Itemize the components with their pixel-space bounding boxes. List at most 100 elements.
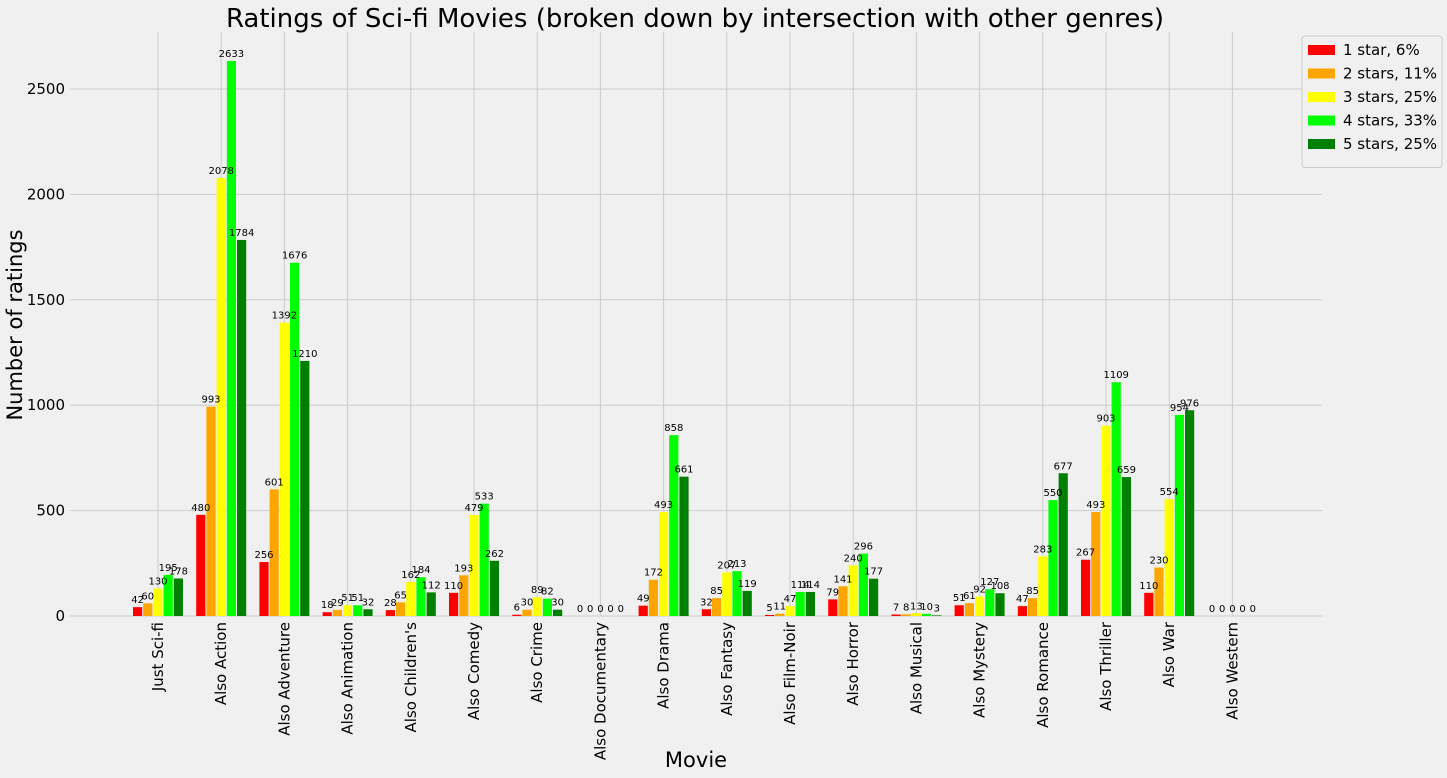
x-tick-label: Also Western: [1223, 622, 1241, 720]
bar-value-label: 42: [131, 595, 144, 606]
bar-value-label: 47: [1016, 594, 1029, 605]
bar: [469, 515, 479, 616]
bar-layer: [133, 60, 1195, 617]
bar: [1017, 606, 1027, 616]
bar-value-label: 993: [201, 395, 220, 406]
bar: [196, 514, 206, 616]
bar-value-label: 51: [341, 593, 354, 604]
bar-value-label: 7: [893, 603, 899, 614]
bar-value-label: 262: [485, 549, 504, 560]
bar-value-label: 30: [521, 598, 534, 609]
x-tick-label: Also Fantasy: [718, 622, 736, 716]
bar-value-label: 178: [169, 566, 188, 577]
bar: [216, 177, 226, 617]
bar-value-label: 661: [674, 465, 693, 476]
bar: [237, 239, 247, 616]
bar: [343, 605, 353, 616]
legend-entry-label: 5 stars, 25%: [1343, 135, 1437, 153]
bar: [459, 575, 469, 616]
bar: [1058, 473, 1068, 616]
bar: [512, 614, 522, 616]
bar: [712, 598, 722, 616]
bar: [975, 596, 985, 616]
bar: [279, 322, 289, 616]
x-tick-label: Also Documentary: [591, 622, 609, 760]
bar-value-label: 0: [1250, 604, 1256, 615]
bar-value-label: 213: [727, 559, 746, 570]
bar-value-label: 79: [826, 587, 839, 598]
bar: [869, 578, 879, 616]
bar: [795, 591, 805, 616]
bar: [1101, 425, 1111, 616]
bar-value-label: 51: [351, 593, 364, 604]
bar-value-label: 13: [910, 601, 923, 612]
bar: [1091, 512, 1101, 616]
y-tick-label: 2500: [27, 80, 65, 98]
bar-value-label: 127: [980, 577, 999, 588]
bar-value-label: 108: [990, 581, 1009, 592]
legend-swatch: [1308, 115, 1335, 126]
bar: [1048, 500, 1058, 616]
bar: [964, 603, 974, 616]
bar-value-label: 32: [362, 597, 375, 608]
bar: [416, 577, 426, 616]
bar: [1111, 382, 1121, 616]
legend-frame: [1301, 35, 1443, 168]
bar: [669, 435, 679, 616]
bar: [901, 614, 911, 616]
bar: [922, 613, 932, 616]
bar-value-label: 550: [1043, 488, 1062, 499]
x-tick-label: Also Thriller: [1097, 621, 1115, 711]
bar: [1154, 567, 1164, 616]
bar: [153, 588, 163, 616]
bar-value-label: 193: [454, 563, 473, 574]
bar-value-label: 82: [541, 587, 554, 598]
bar-value-label: 18: [321, 600, 334, 611]
bar: [775, 613, 785, 616]
bar-value-label: 10: [920, 602, 933, 613]
bar: [1038, 556, 1048, 616]
bar-value-label: 0: [618, 604, 624, 615]
bar: [396, 602, 406, 616]
legend-entry-label: 1 star, 6%: [1343, 41, 1420, 59]
y-tick-label: 2000: [27, 185, 65, 203]
x-tick-label: Also Drama: [655, 622, 673, 709]
bar: [742, 590, 752, 616]
y-axis-label: Number of ratings: [3, 229, 27, 420]
bar-value-label: 6: [514, 603, 520, 614]
y-tick-label: 1000: [27, 396, 65, 414]
x-tick-label: Also Children's: [402, 622, 420, 733]
bar-value-label: 119: [738, 579, 757, 590]
bar: [995, 593, 1005, 616]
bar: [479, 503, 489, 616]
bar: [553, 609, 563, 616]
bar-value-label: 2078: [208, 166, 233, 177]
bar: [848, 565, 858, 616]
x-tick-label: Also Adventure: [275, 622, 293, 736]
bar-value-label: 141: [833, 574, 852, 585]
x-tick-label: Also Crime: [528, 622, 546, 703]
x-tick-label: Also Romance: [1034, 622, 1052, 728]
bar-value-label: 177: [864, 567, 883, 578]
bar-value-label: 130: [148, 577, 167, 588]
bar-value-label: 283: [1033, 544, 1052, 555]
bar-value-label: 32: [700, 597, 713, 608]
bar-value-label: 114: [791, 580, 810, 591]
bar-value-label: 162: [401, 570, 420, 581]
bar: [259, 562, 269, 616]
bar: [679, 476, 689, 616]
bar-value-label: 5: [766, 603, 772, 614]
bar-value-label: 240: [844, 553, 863, 564]
bar-value-label: 903: [1096, 414, 1115, 425]
bar-value-label: 1210: [292, 349, 317, 360]
bar-value-label: 533: [475, 492, 494, 503]
bar-value-label: 110: [1139, 581, 1158, 592]
bar: [765, 614, 775, 616]
bar-value-label: 51: [953, 593, 966, 604]
bar-value-label: 0: [1219, 604, 1225, 615]
bar-value-label: 1676: [282, 251, 307, 262]
bar-value-label: 954: [1170, 403, 1189, 414]
